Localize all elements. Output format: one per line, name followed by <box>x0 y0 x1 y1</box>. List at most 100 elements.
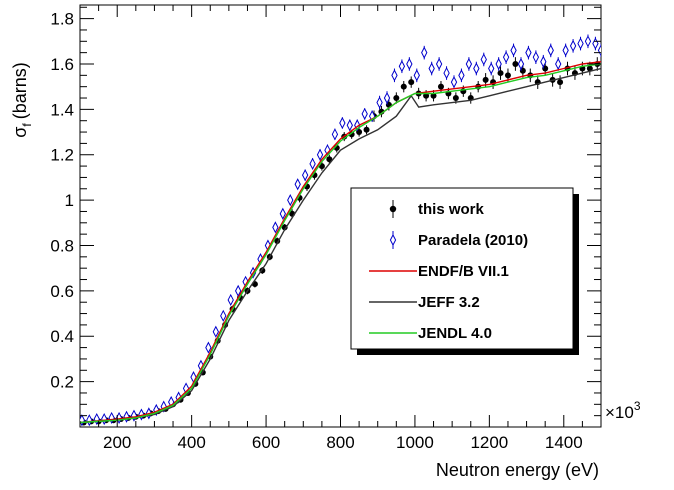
data-point <box>443 66 450 80</box>
data-point <box>465 57 473 71</box>
data-point <box>309 157 316 170</box>
legend-entries: this work Paradela (2010) ENDF/B VII.1 JEFF… <box>369 200 528 342</box>
series-2 <box>80 61 601 424</box>
data-point <box>376 96 383 109</box>
legend-label: JENDL 4.0 <box>418 325 492 342</box>
data-point <box>354 119 361 132</box>
data-point <box>281 224 288 231</box>
data-point <box>408 79 415 86</box>
legend-label: ENDF/B VII.1 <box>418 263 509 280</box>
data-point <box>555 57 562 71</box>
x-tick-label: 400 <box>177 433 205 452</box>
data-point <box>452 95 459 102</box>
data-point <box>502 51 510 64</box>
legend-entry: this work <box>389 200 485 218</box>
data-point <box>93 412 100 426</box>
series-4 <box>80 63 601 424</box>
data-point <box>437 83 444 90</box>
data-point <box>540 55 547 68</box>
data-point <box>383 91 391 105</box>
y-tick-label: 0.4 <box>50 327 74 346</box>
data-point <box>517 57 525 71</box>
data-point <box>348 131 355 138</box>
legend-box <box>350 187 574 350</box>
series-group <box>80 34 601 427</box>
data-point <box>400 83 407 90</box>
data-point <box>435 57 443 71</box>
legend-label: this work <box>418 201 485 218</box>
data-point <box>205 341 212 354</box>
data-point <box>393 95 400 102</box>
data-point <box>577 37 584 50</box>
data-point <box>532 51 540 64</box>
legend-entry: JENDL 4.0 <box>369 325 492 342</box>
y-tick-label: 1.6 <box>50 55 74 74</box>
legend-label: JEFF 3.2 <box>418 294 480 311</box>
y-tick-label: 1 <box>65 191 74 210</box>
data-point <box>547 44 554 57</box>
data-point <box>584 35 592 48</box>
data-point <box>212 325 219 338</box>
data-point <box>525 46 532 59</box>
data-point <box>391 69 398 82</box>
data-point <box>108 411 115 425</box>
data-point <box>586 65 593 72</box>
data-point <box>421 46 428 59</box>
data-point <box>488 62 495 75</box>
y-tick-label: 0.2 <box>50 373 74 392</box>
y-axis-title: σf(barns) <box>10 62 34 137</box>
data-point <box>398 60 406 73</box>
x-tick-label: 1200 <box>470 433 508 452</box>
axes: 200 400 600 800 1000 1200 1400 0.2 0.4 0.6 0.8 1 1.2… <box>50 5 602 452</box>
data-point <box>557 79 564 86</box>
data-point <box>301 169 309 182</box>
data-point <box>86 414 93 427</box>
data-point <box>316 148 324 161</box>
data-point <box>220 309 227 322</box>
legend-entry: ENDF/B VII.1 <box>369 263 509 280</box>
data-point <box>279 207 286 220</box>
data-point <box>227 293 234 307</box>
legend: this work Paradela (2010) ENDF/B VII.1 JEFF… <box>350 187 579 355</box>
data-point <box>482 76 489 83</box>
legend-entry: Paradela (2010) <box>389 231 528 249</box>
series-3 <box>80 67 601 424</box>
data-point <box>234 284 242 297</box>
series-line <box>80 61 601 424</box>
y-tick-label: 1.8 <box>50 10 74 29</box>
data-point <box>326 156 333 163</box>
x-tick-label: 1000 <box>396 433 434 452</box>
data-point <box>287 194 294 207</box>
y-tick-label: 0.8 <box>50 236 74 255</box>
data-point <box>423 92 430 99</box>
legend-point-swatch <box>389 205 397 213</box>
x-tick-label: 800 <box>326 433 354 452</box>
y-tick-label: 1.4 <box>50 100 74 119</box>
data-point <box>346 119 353 132</box>
data-point <box>512 60 519 67</box>
legend-label: Paradela (2010) <box>418 232 528 249</box>
data-point <box>458 69 465 82</box>
y-tick-label: 0.6 <box>50 282 74 301</box>
data-point <box>413 69 420 82</box>
data-point <box>495 57 502 71</box>
data-point <box>428 62 435 75</box>
x-multiplier: ×103 <box>605 399 641 422</box>
data-point <box>562 44 569 57</box>
data-point <box>569 39 577 52</box>
x-axis-title: Neutron energy (eV) <box>436 460 599 480</box>
series-line <box>80 67 601 424</box>
data-point <box>294 178 301 191</box>
data-point <box>510 44 517 57</box>
data-point <box>101 412 108 426</box>
x-tick-label: 600 <box>252 433 280 452</box>
data-point <box>497 70 504 77</box>
data-point <box>361 107 368 120</box>
x-tick-label: 200 <box>103 433 131 452</box>
data-point <box>339 116 346 130</box>
data-point <box>473 62 480 75</box>
y-tick-label: 1.2 <box>50 146 74 165</box>
data-point <box>331 128 339 141</box>
data-point <box>406 57 413 71</box>
